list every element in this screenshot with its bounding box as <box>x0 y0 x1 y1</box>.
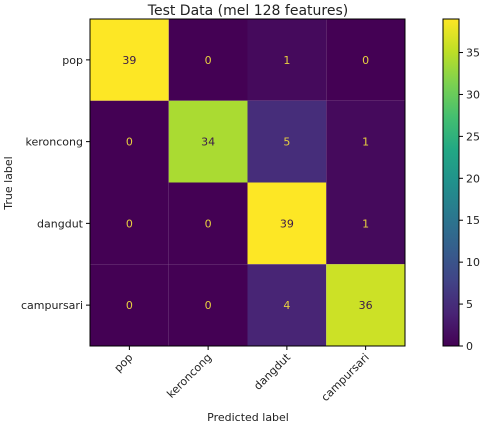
x-tick-label: dangdut <box>251 350 293 392</box>
y-tick-label: keroncong <box>26 136 83 149</box>
heatmap-cell <box>90 19 169 101</box>
cell-value-label: 0 <box>126 136 133 149</box>
colorbar-tick-label: 30 <box>466 88 480 101</box>
heatmap-cell <box>168 19 248 101</box>
heatmap-cell <box>90 182 169 265</box>
cell-value-label: 4 <box>283 299 290 312</box>
cell-value-label: 1 <box>362 136 369 149</box>
x-axis-label: Predicted label <box>207 411 289 424</box>
colorbar-tick-label: 20 <box>466 172 480 185</box>
x-axis-ticks: pop keroncong dangdut campursari <box>112 346 372 404</box>
cell-value-label: 34 <box>201 136 215 149</box>
heatmap-cell <box>247 182 327 265</box>
heatmap-cell <box>326 100 405 183</box>
cell-value-label: 39 <box>280 217 294 230</box>
heatmap-cell <box>168 264 248 346</box>
colorbar-gradient <box>442 18 460 347</box>
y-tick-label: campursari <box>21 299 83 312</box>
x-tick-label: campursari <box>319 351 372 404</box>
cell-value-label: 1 <box>362 217 369 230</box>
heatmap-cell <box>90 100 169 183</box>
heatmap-cell <box>326 182 405 265</box>
heatmap-cell <box>168 100 248 183</box>
colorbar-tick-label: 0 <box>466 340 473 353</box>
colorbar-tick-label: 35 <box>466 47 480 60</box>
x-tick-label: pop <box>112 351 136 375</box>
cell-value-label: 0 <box>126 217 133 230</box>
colorbar-tick-label: 10 <box>466 256 480 269</box>
cell-value-label: 36 <box>359 299 373 312</box>
cell-value-label: 39 <box>122 54 136 67</box>
x-tick-label: keroncong <box>164 351 214 401</box>
colorbar-tick-label: 5 <box>466 298 473 311</box>
colorbar-tick-label: 15 <box>466 214 480 227</box>
plot-frame <box>89 18 406 347</box>
cell-value-label: 0 <box>205 299 212 312</box>
colorbar-ticks: 0 5 10 15 20 25 30 35 <box>459 47 480 353</box>
cell-value-label: 5 <box>283 136 290 149</box>
colorbar: 0 5 10 15 20 25 30 35 <box>442 18 480 353</box>
heatmap-cell <box>326 264 405 346</box>
colorbar-tick-label: 25 <box>466 130 480 143</box>
cell-value-label: 0 <box>362 54 369 67</box>
cell-value-label: 0 <box>126 299 133 312</box>
y-tick-label: dangdut <box>37 217 84 230</box>
y-axis-label: True label <box>2 156 15 210</box>
heatmap-cell <box>247 264 327 346</box>
heatmap-cell <box>90 264 169 346</box>
heatmap-cell <box>247 100 327 183</box>
y-axis-ticks: pop keroncong dangdut campursari <box>21 54 90 312</box>
y-tick-label: pop <box>62 54 83 67</box>
heatmap-cell <box>168 182 248 265</box>
heatmap-cell <box>326 19 405 101</box>
heatmap-cell <box>247 19 327 101</box>
cell-value-label: 1 <box>283 54 290 67</box>
cell-value-label: 0 <box>205 217 212 230</box>
chart-title: Test Data (mel 128 features) <box>147 3 348 19</box>
heatmap-cells: 39 0 1 0 0 34 5 1 0 0 39 1 0 0 4 36 <box>90 19 405 346</box>
cell-value-label: 0 <box>205 54 212 67</box>
